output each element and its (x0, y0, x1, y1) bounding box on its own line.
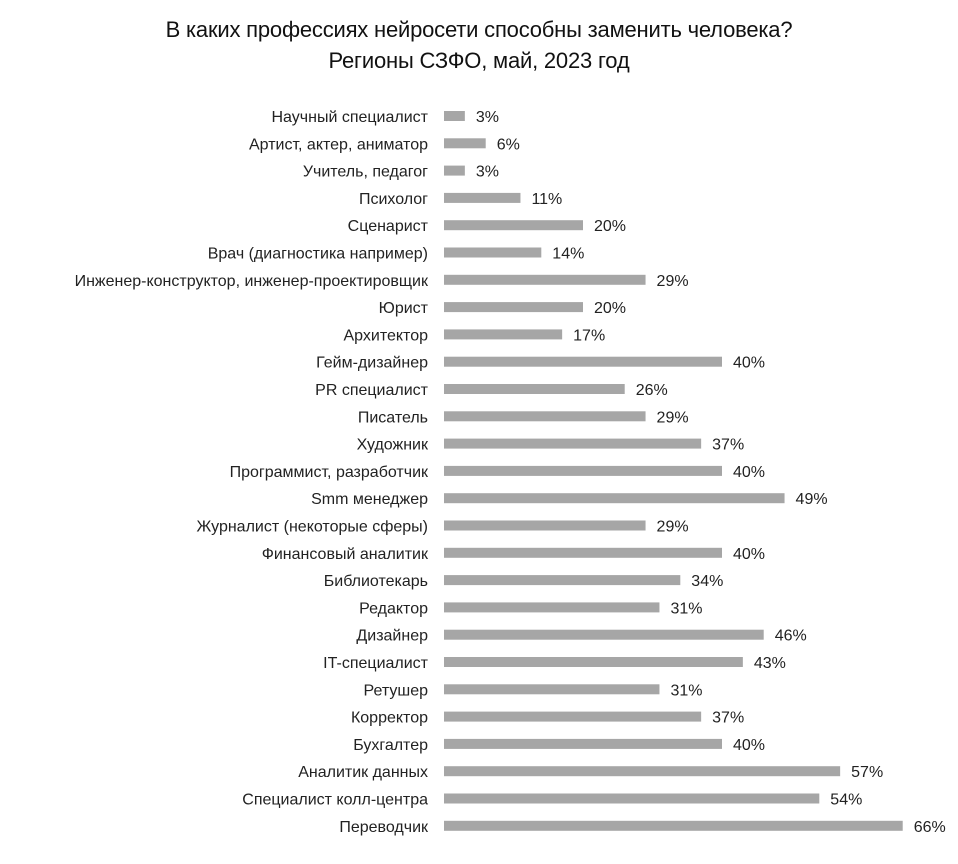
bar (444, 766, 841, 777)
category-label: Ретушер (364, 682, 429, 699)
bar (444, 629, 764, 640)
value-label: 29% (657, 519, 689, 536)
value-label: 46% (775, 628, 807, 645)
value-label: 3% (476, 109, 499, 126)
bar (444, 165, 465, 176)
bar (444, 274, 646, 285)
category-label: Юрист (379, 300, 429, 317)
bar (444, 547, 722, 558)
bar (444, 329, 563, 340)
category-label: Врач (диагностика например) (208, 246, 428, 263)
bar (444, 192, 521, 203)
bar (444, 711, 702, 722)
category-label: Научный специалист (272, 109, 429, 126)
bar (444, 384, 625, 394)
chart-subtitle: Регионы СЗФО, май, 2023 год (328, 48, 630, 73)
category-label: IT-специалист (323, 655, 429, 672)
category-label: Специалист колл-центра (242, 792, 428, 809)
bar (444, 111, 465, 121)
value-label: 43% (754, 655, 786, 672)
value-label: 49% (796, 491, 828, 508)
value-label: 31% (670, 600, 702, 617)
value-label: 29% (657, 273, 689, 290)
bar (444, 438, 702, 449)
bar (444, 247, 542, 258)
value-label: 40% (733, 464, 765, 481)
value-label: 6% (497, 136, 520, 153)
category-label: Артист, актер, аниматор (249, 136, 428, 153)
category-label: Учитель, педагог (303, 164, 428, 181)
bar (444, 138, 486, 149)
category-label: Корректор (351, 710, 428, 727)
value-label: 66% (914, 819, 946, 836)
category-label: Smm менеджер (311, 491, 428, 508)
category-label: Писатель (358, 409, 428, 426)
value-label: 17% (573, 327, 605, 344)
category-label: Финансовый аналитик (262, 546, 429, 563)
category-label: Инженер-конструктор, инженер-проектировщ… (75, 273, 429, 290)
category-label: Библиотекарь (324, 573, 428, 590)
bar (444, 657, 743, 667)
bar (444, 302, 583, 313)
bar (444, 793, 820, 804)
value-label: 20% (594, 300, 626, 317)
category-label: Дизайнер (356, 628, 428, 645)
value-label: 37% (712, 710, 744, 727)
category-label: Гейм-дизайнер (316, 355, 428, 372)
bar (444, 356, 722, 367)
value-label: 20% (594, 218, 626, 235)
value-label: 31% (670, 682, 702, 699)
bar (444, 738, 722, 749)
value-label: 34% (691, 573, 723, 590)
bar (444, 602, 660, 613)
chart-title: В каких профессиях нейросети способны за… (165, 17, 793, 42)
category-label: PR специалист (315, 382, 429, 399)
value-label: 14% (552, 246, 584, 263)
bar (444, 520, 646, 531)
value-label: 54% (830, 792, 862, 809)
value-label: 40% (733, 737, 765, 754)
value-label: 29% (657, 409, 689, 426)
bar (444, 220, 583, 231)
bar (444, 465, 722, 476)
category-label: Сценарист (348, 218, 429, 235)
category-label: Художник (357, 437, 429, 454)
bar (444, 575, 681, 586)
value-label: 11% (531, 191, 562, 208)
value-label: 57% (851, 764, 883, 781)
category-label: Архитектор (344, 327, 429, 344)
bar (444, 684, 660, 695)
bar (444, 493, 785, 504)
value-label: 40% (733, 546, 765, 563)
category-label: Аналитик данных (298, 764, 428, 781)
value-label: 37% (712, 437, 744, 454)
value-label: 26% (636, 382, 668, 399)
category-label: Журналист (некоторые сферы) (197, 519, 428, 536)
category-label: Бухгалтер (353, 737, 428, 754)
category-label: Психолог (359, 191, 428, 208)
category-label: Программист, разработчик (230, 464, 429, 481)
category-label: Переводчик (339, 819, 429, 836)
category-label: Редактор (359, 600, 428, 617)
value-label: 40% (733, 355, 765, 372)
bar (444, 820, 903, 831)
value-label: 3% (476, 164, 499, 181)
bar (444, 411, 646, 422)
